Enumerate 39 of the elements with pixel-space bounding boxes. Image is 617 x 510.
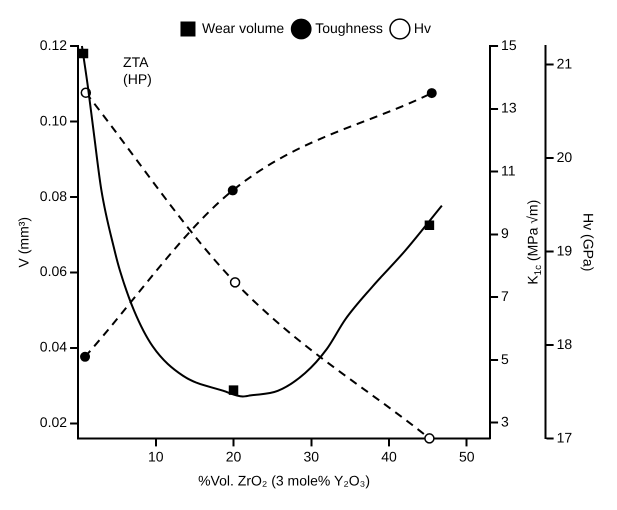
point: [228, 385, 238, 395]
y2-tick-label: 5: [501, 350, 510, 367]
x-tick-label: 30: [303, 448, 320, 465]
y-tick-label: 0.04: [40, 338, 68, 355]
y2-tick-label: 15: [501, 36, 517, 53]
y3-tick-label: 17: [556, 429, 572, 446]
y3-tick-label: 18: [556, 336, 572, 352]
x-tick-label: 40: [381, 448, 397, 465]
point: [78, 48, 88, 58]
point: [230, 277, 240, 288]
x-tick-label: 50: [458, 448, 475, 465]
legend-label: Wear volume: [202, 20, 284, 36]
y-axis-title: V (mm³): [15, 216, 32, 268]
x-axis-title: %Vol. ZrO₂ (3 mole% Y₂O₃): [198, 472, 370, 488]
y-tick-label: 0.08: [40, 188, 68, 204]
x-tick-label: 20: [226, 448, 242, 465]
y2-tick-label: 11: [501, 162, 516, 178]
y-tick-label: 0.10: [40, 112, 68, 128]
y3-tick-label: 21: [556, 56, 572, 72]
legend-label: Hv: [414, 20, 432, 36]
legend-label: Toughness: [315, 20, 383, 36]
y2-tick-label: 7: [501, 288, 510, 304]
point: [228, 185, 238, 196]
y3-tick-label: 19: [556, 242, 572, 258]
point: [426, 88, 437, 98]
y2-tick-label: 13: [501, 100, 517, 116]
y-tick-label: 0.06: [40, 263, 68, 280]
point: [80, 352, 90, 362]
x-tick-label: 10: [148, 448, 164, 465]
y-tick-label: 0.12: [40, 36, 68, 53]
y3-tick-label: 20: [556, 148, 572, 165]
annotation: ZTA (HP): [123, 54, 152, 87]
y2-tick-label: 9: [501, 225, 510, 242]
y2-axis-title: K1c (MPa √m): [524, 200, 544, 285]
y2-tick-label: 3: [501, 414, 510, 430]
point: [424, 220, 434, 230]
point: [424, 433, 435, 444]
y3-axis-title: Hv (GPa): [580, 213, 597, 272]
y-tick-label: 0.02: [40, 414, 68, 430]
